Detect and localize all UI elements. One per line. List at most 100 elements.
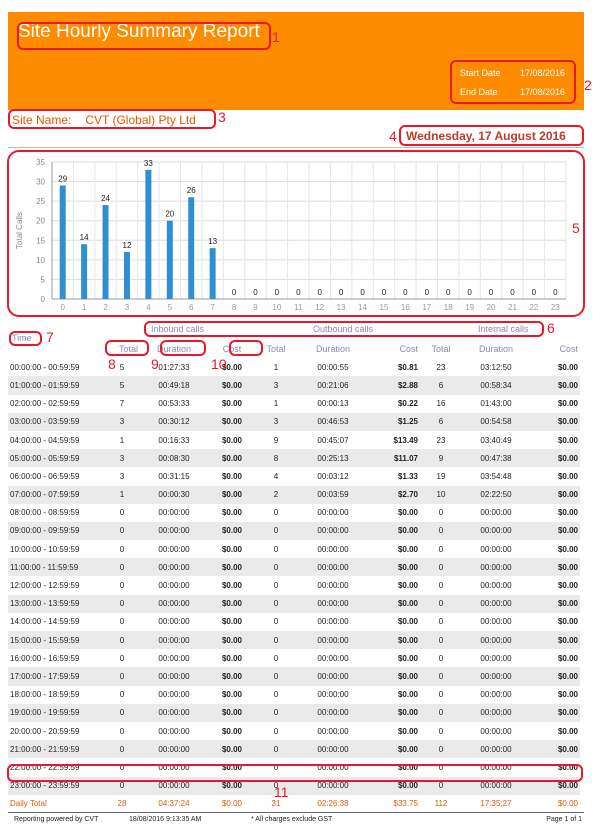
time-cell: 21:00:00 - 21:59:59 [8,740,104,759]
outbound-duration-cell: 00:45:07 [317,435,349,445]
annotation-box-5 [7,150,585,317]
data-label: 0 [467,288,472,297]
inbound-total-cell: 3 [104,449,140,468]
outbound-cost-cell: $13.49 [393,435,418,445]
inbound-cost-cell: $0.00 [221,726,243,736]
outbound-duration-cell: 00:21:06 [296,376,370,395]
daily-total-outbound-duration-cell: 02:26:38 [296,794,370,813]
table-row: 05:00:00 - 05:59:59 3 00:08:30 $0.00 8 00:25:… [8,449,580,468]
site-name-label: Site Name: [12,113,72,127]
inbound-duration-cell: 00:00:00 [158,508,190,518]
outbound-total-cell: 0 [273,690,279,700]
table-header-row: Total Duration Cost Total Duration Cost … [8,340,580,358]
footer-generated: 18/08/2016 9:13:35 AM [129,816,202,823]
inbound-duration-cell: 00:00:00 [158,544,190,554]
outbound-cost-cell: $0.00 [397,762,418,772]
table-row: 06:00:00 - 06:59:59 3 00:31:15 $0.00 4 00:03:… [8,467,580,485]
data-label: 0 [317,288,322,297]
inbound-cost-cell: $0.00 [221,471,243,481]
internal-duration-cell: 03:54:48 [480,471,512,481]
y-tick-label: 20 [36,217,45,226]
inbound-duration-cell: 00:00:00 [140,558,208,577]
inbound-cost-cell: $0.00 [208,521,256,541]
footer-powered-by: Reporting powered by CVT [14,816,99,823]
outbound-total-header: Total [266,344,286,355]
internal-cost-cell: $0.00 [530,667,580,686]
inbound-duration-cell: 01:27:33 [158,362,190,372]
outbound-duration-cell: 00:46:53 [296,412,370,431]
outbound-total-cell: 4 [273,471,279,481]
outbound-total-cell: 0 [273,762,279,772]
time-cell: 11:00:00 - 11:59:59 [8,558,104,577]
daily-total-row: Daily Total 28 04:37:24 $0.00 31 02:26:38 $33.… [8,794,580,813]
x-tick-label: 3 [125,303,130,312]
outbound-duration-cell: 00:00:00 [296,740,370,759]
data-label: 0 [275,288,280,297]
outbound-total-cell: 2 [256,485,296,504]
outbound-total-cell: 1 [273,362,279,372]
end-date-value: 17/08/2016 [520,86,566,97]
inbound-duration-cell: 00:30:12 [140,412,208,431]
end-date-row: End Date 17/08/2016 [452,82,576,101]
hourly-calls-chart: 0 5 10 15 20 25 30 35 Total Calls 29 0 14 1 24 2 12 3 33 4… [0,150,596,320]
internal-total-cell: 0 [438,726,444,736]
x-tick-label: 17 [422,303,431,312]
time-cell: 01:00:00 - 01:59:59 [8,376,104,395]
internal-group-label: Internal calls [478,324,529,334]
x-tick-label: 0 [60,303,65,312]
table-row: 07:00:00 - 07:59:59 1 00:00:30 $0.00 2 00:03:… [8,485,580,504]
outbound-cost-cell: $0.22 [397,399,418,409]
internal-cost-cell: $0.00 [530,594,580,613]
annotation-box-1 [17,22,271,50]
data-label: 12 [123,241,132,250]
internal-total-cell: 19 [436,471,446,481]
internal-duration-cell: 00:54:58 [462,412,530,431]
internal-total-cell: 0 [438,690,444,700]
internal-total-cell: 0 [420,703,462,722]
outbound-total-cell: 0 [273,508,279,518]
bar [166,220,173,299]
inbound-total-cell: 0 [104,740,140,759]
daily-total-label: Daily Total [8,794,104,813]
x-tick-label: 20 [487,303,496,312]
outbound-cost-cell: $0.00 [397,653,418,663]
time-cell: 15:00:00 - 15:59:59 [8,631,104,650]
y-tick-label: 15 [36,236,45,245]
inbound-total-cell: 0 [104,667,140,686]
internal-total-cell: 6 [420,376,462,395]
table-row: 20:00:00 - 20:59:59 0 00:00:00 $0.00 0 00:00:… [8,722,580,740]
x-tick-label: 22 [529,303,538,312]
table-row: 08:00:00 - 08:59:59 0 00:00:00 $0.00 0 00:00:… [8,504,580,522]
outbound-duration-cell: 00:00:00 [317,581,349,591]
data-label: 0 [510,288,515,297]
daily-total-inbound-total-cell: 28 [104,794,140,813]
x-tick-label: 11 [294,303,303,312]
x-tick-label: 21 [508,303,517,312]
outbound-cost-cell: $0.81 [397,362,418,372]
internal-total-cell: 0 [438,544,444,554]
time-cell: 00:00:00 - 00:59:59 [10,362,80,372]
outbound-cost-header: Cost [399,344,418,355]
y-tick-label: 30 [36,178,45,187]
internal-duration-cell: 00:00:00 [462,631,530,650]
time-cell: 09:00:00 - 09:59:59 [8,521,104,541]
annotation-box-7 [9,331,42,346]
internal-total-cell: 9 [420,449,462,468]
internal-duration-cell: 01:43:00 [480,399,512,409]
x-tick-label: 7 [210,303,215,312]
internal-duration-cell: 00:00:00 [462,558,530,577]
inbound-cost-cell: $0.00 [221,581,243,591]
outbound-cost-cell: $1.33 [397,471,418,481]
inbound-duration-header: Duration [156,344,192,355]
annotation-number-8: 8 [108,356,116,372]
table-row: 02:00:00 - 02:59:59 7 00:53:33 $0.00 1 00:00:… [8,395,580,413]
time-cell: 05:00:00 - 05:59:59 [8,449,104,468]
x-tick-label: 5 [168,303,173,312]
time-cell: 12:00:00 - 12:59:59 [10,581,80,591]
outbound-group-label: Outbound calls [313,324,374,334]
annotation-number-9: 9 [151,356,159,372]
internal-cost-cell: $0.00 [530,485,580,504]
outbound-total-cell: 3 [256,376,296,395]
internal-cost-cell: $0.00 [530,703,580,722]
internal-total-cell: 0 [438,581,444,591]
